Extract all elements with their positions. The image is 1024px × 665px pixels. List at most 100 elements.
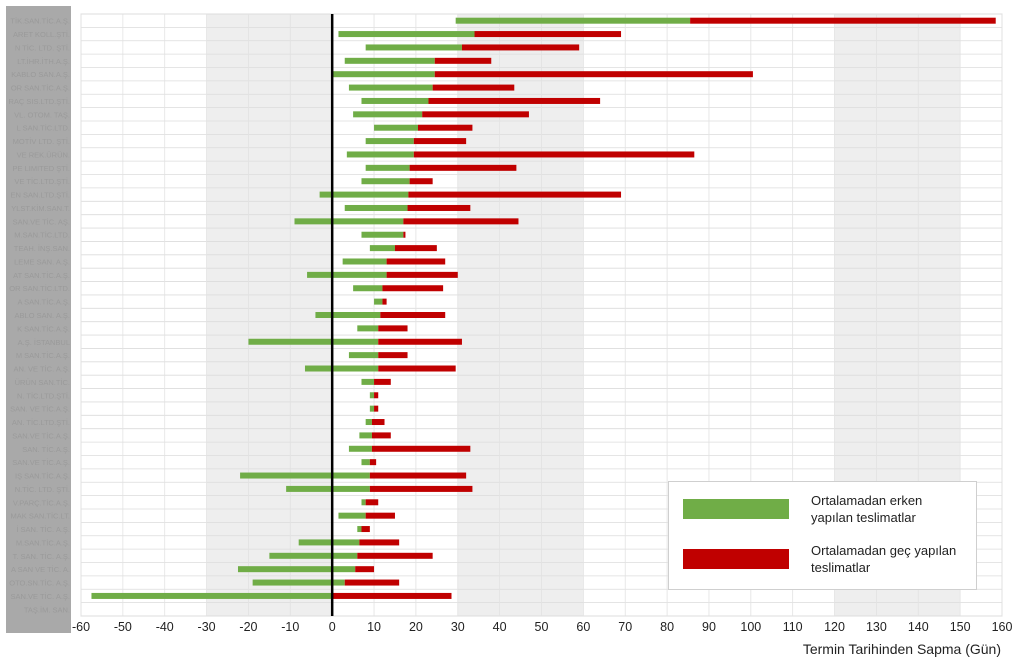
category-label-column <box>6 6 71 633</box>
category-label: TAŞ.İM. SAN. <box>24 605 70 614</box>
bar-late <box>474 31 622 38</box>
bar-late <box>403 218 519 225</box>
bar-early <box>365 164 410 171</box>
x-tick-label: -20 <box>239 620 257 634</box>
bar-late <box>374 378 391 385</box>
bar-early <box>361 459 370 466</box>
bar-early <box>294 218 404 225</box>
x-tick-label: 60 <box>576 620 590 634</box>
category-label: L SAN.TİC.LTD. <box>17 124 70 133</box>
bar-late <box>371 445 471 452</box>
legend-item-early: Ortalamadan erken yapılan teslimatlar <box>683 492 961 526</box>
bar-late <box>409 178 433 185</box>
category-label: TEAH. İNŞ.SAN. <box>14 244 70 253</box>
bar-early <box>455 17 691 24</box>
category-label: EN SAN.LTD.ŞTİ. <box>11 191 70 200</box>
category-label: M.SAN.TİC.LTD. <box>14 231 70 240</box>
bar-late <box>407 204 471 211</box>
category-label: ARET KOLL.ŞTİ. <box>13 30 70 39</box>
bar-late <box>432 84 515 91</box>
category-label: PE LIMITED ŞTİ. <box>12 164 70 173</box>
bar-late <box>382 298 387 305</box>
x-tick-label: 140 <box>908 620 929 634</box>
category-label: VL. OTOM. TAŞ. <box>14 110 70 119</box>
bar-late <box>371 432 391 439</box>
category-label: AN. TİC.LTD.ŞTİ. <box>12 418 70 427</box>
bar-early <box>332 71 435 78</box>
category-label: AN. VE TİC. A.Ş. <box>13 365 70 374</box>
category-label: N. TİC.LTD.ŞTİ. <box>17 391 70 400</box>
bar-early <box>286 485 370 492</box>
bar-late <box>382 285 444 292</box>
category-label: M SAN.TİC.A.Ş. <box>16 351 70 360</box>
category-label: LT.İHR.İTH.A.Ş. <box>17 57 70 66</box>
bar-early <box>237 566 356 573</box>
category-label: VE REK.ÜRÜN. <box>17 150 70 159</box>
x-tick-label: -40 <box>156 620 174 634</box>
bar-early <box>369 392 375 399</box>
legend-swatch-late <box>683 549 789 569</box>
bar-early <box>353 111 423 118</box>
category-label: SAN. TİC.A.Ş. <box>22 445 70 454</box>
bar-late <box>361 526 370 533</box>
bar-late <box>359 539 400 546</box>
bar-early <box>338 31 475 38</box>
category-label: ÜRÜN SAN.TİC. <box>15 378 70 387</box>
category-label: V.PARÇ.TİC.A.Ş. <box>13 498 70 507</box>
bar-early <box>319 191 409 198</box>
bar-early <box>361 231 404 238</box>
bar-early <box>348 84 433 91</box>
category-label: SAN.VE TİC. A.Ş. <box>11 592 70 601</box>
bar-early <box>374 298 383 305</box>
bar-late <box>422 111 529 118</box>
bar-late <box>378 352 408 359</box>
category-label: MAK SAN.TİC.LT. <box>11 512 70 521</box>
category-label: ABLO SAN. A.Ş. <box>15 311 70 320</box>
x-tick-label: 150 <box>950 620 971 634</box>
category-label: N TİC. LTD. ŞTİ. <box>15 43 70 52</box>
bar-late <box>413 151 695 158</box>
bar-late <box>380 312 446 318</box>
bar-early <box>338 512 366 519</box>
bar-late <box>369 459 377 466</box>
category-label: T. SAN. TİC. A.Ş. <box>13 552 70 561</box>
x-axis-label: Termin Tarihinden Sapma (Gün) <box>803 641 1001 657</box>
category-label: M.SAN.TİC.A.Ş. <box>16 538 70 547</box>
bar-late <box>369 485 473 492</box>
category-label: VE TİC.LTD.ŞTİ. <box>14 177 70 186</box>
bar-early <box>348 445 372 452</box>
bar-early <box>361 499 366 506</box>
bar-late <box>369 472 467 479</box>
category-label: TİK.SAN.TİC.A.Ş. <box>10 17 70 26</box>
category-label: OTO.SN.TİC. A.Ş. <box>9 579 70 588</box>
category-label: YLST.KİM.SAN.T. <box>11 204 70 213</box>
bar-late <box>355 566 375 573</box>
bar-early <box>369 245 395 252</box>
legend-swatch-early <box>683 499 789 519</box>
legend: Ortalamadan erken yapılan teslimatlar Or… <box>668 481 977 590</box>
x-tick-label: 20 <box>409 620 423 634</box>
bar-late <box>434 71 753 78</box>
legend-label-early: Ortalamadan erken yapılan teslimatlar <box>811 493 923 525</box>
bar-early <box>361 378 375 385</box>
bar-late <box>690 17 996 24</box>
category-label: SAN.VE TİC.A.Ş. <box>12 458 70 467</box>
bar-late <box>371 419 385 426</box>
x-tick-label: 80 <box>660 620 674 634</box>
category-label: A SAN.TİC.A.Ş. <box>17 298 70 307</box>
bar-early <box>353 285 383 292</box>
bar-early <box>307 271 387 278</box>
bar-early <box>374 124 419 131</box>
category-label: A.Ş. İSTANBUL <box>18 338 70 347</box>
x-tick-label: 90 <box>702 620 716 634</box>
category-label: N.TİC. LTD. ŞTİ. <box>15 485 70 494</box>
shaded-band <box>457 14 584 616</box>
bar-early <box>248 338 379 345</box>
bar-early <box>344 57 435 64</box>
bar-early <box>365 44 462 51</box>
x-tick-label: 70 <box>618 620 632 634</box>
category-label: SAN. VE TİC.A.Ş. <box>10 405 70 414</box>
category-labels: TİK.SAN.TİC.A.Ş. ARET KOLL.ŞTİ. N TİC. LTD… <box>8 17 70 615</box>
bar-late <box>428 97 601 104</box>
x-tick-label: -50 <box>114 620 132 634</box>
